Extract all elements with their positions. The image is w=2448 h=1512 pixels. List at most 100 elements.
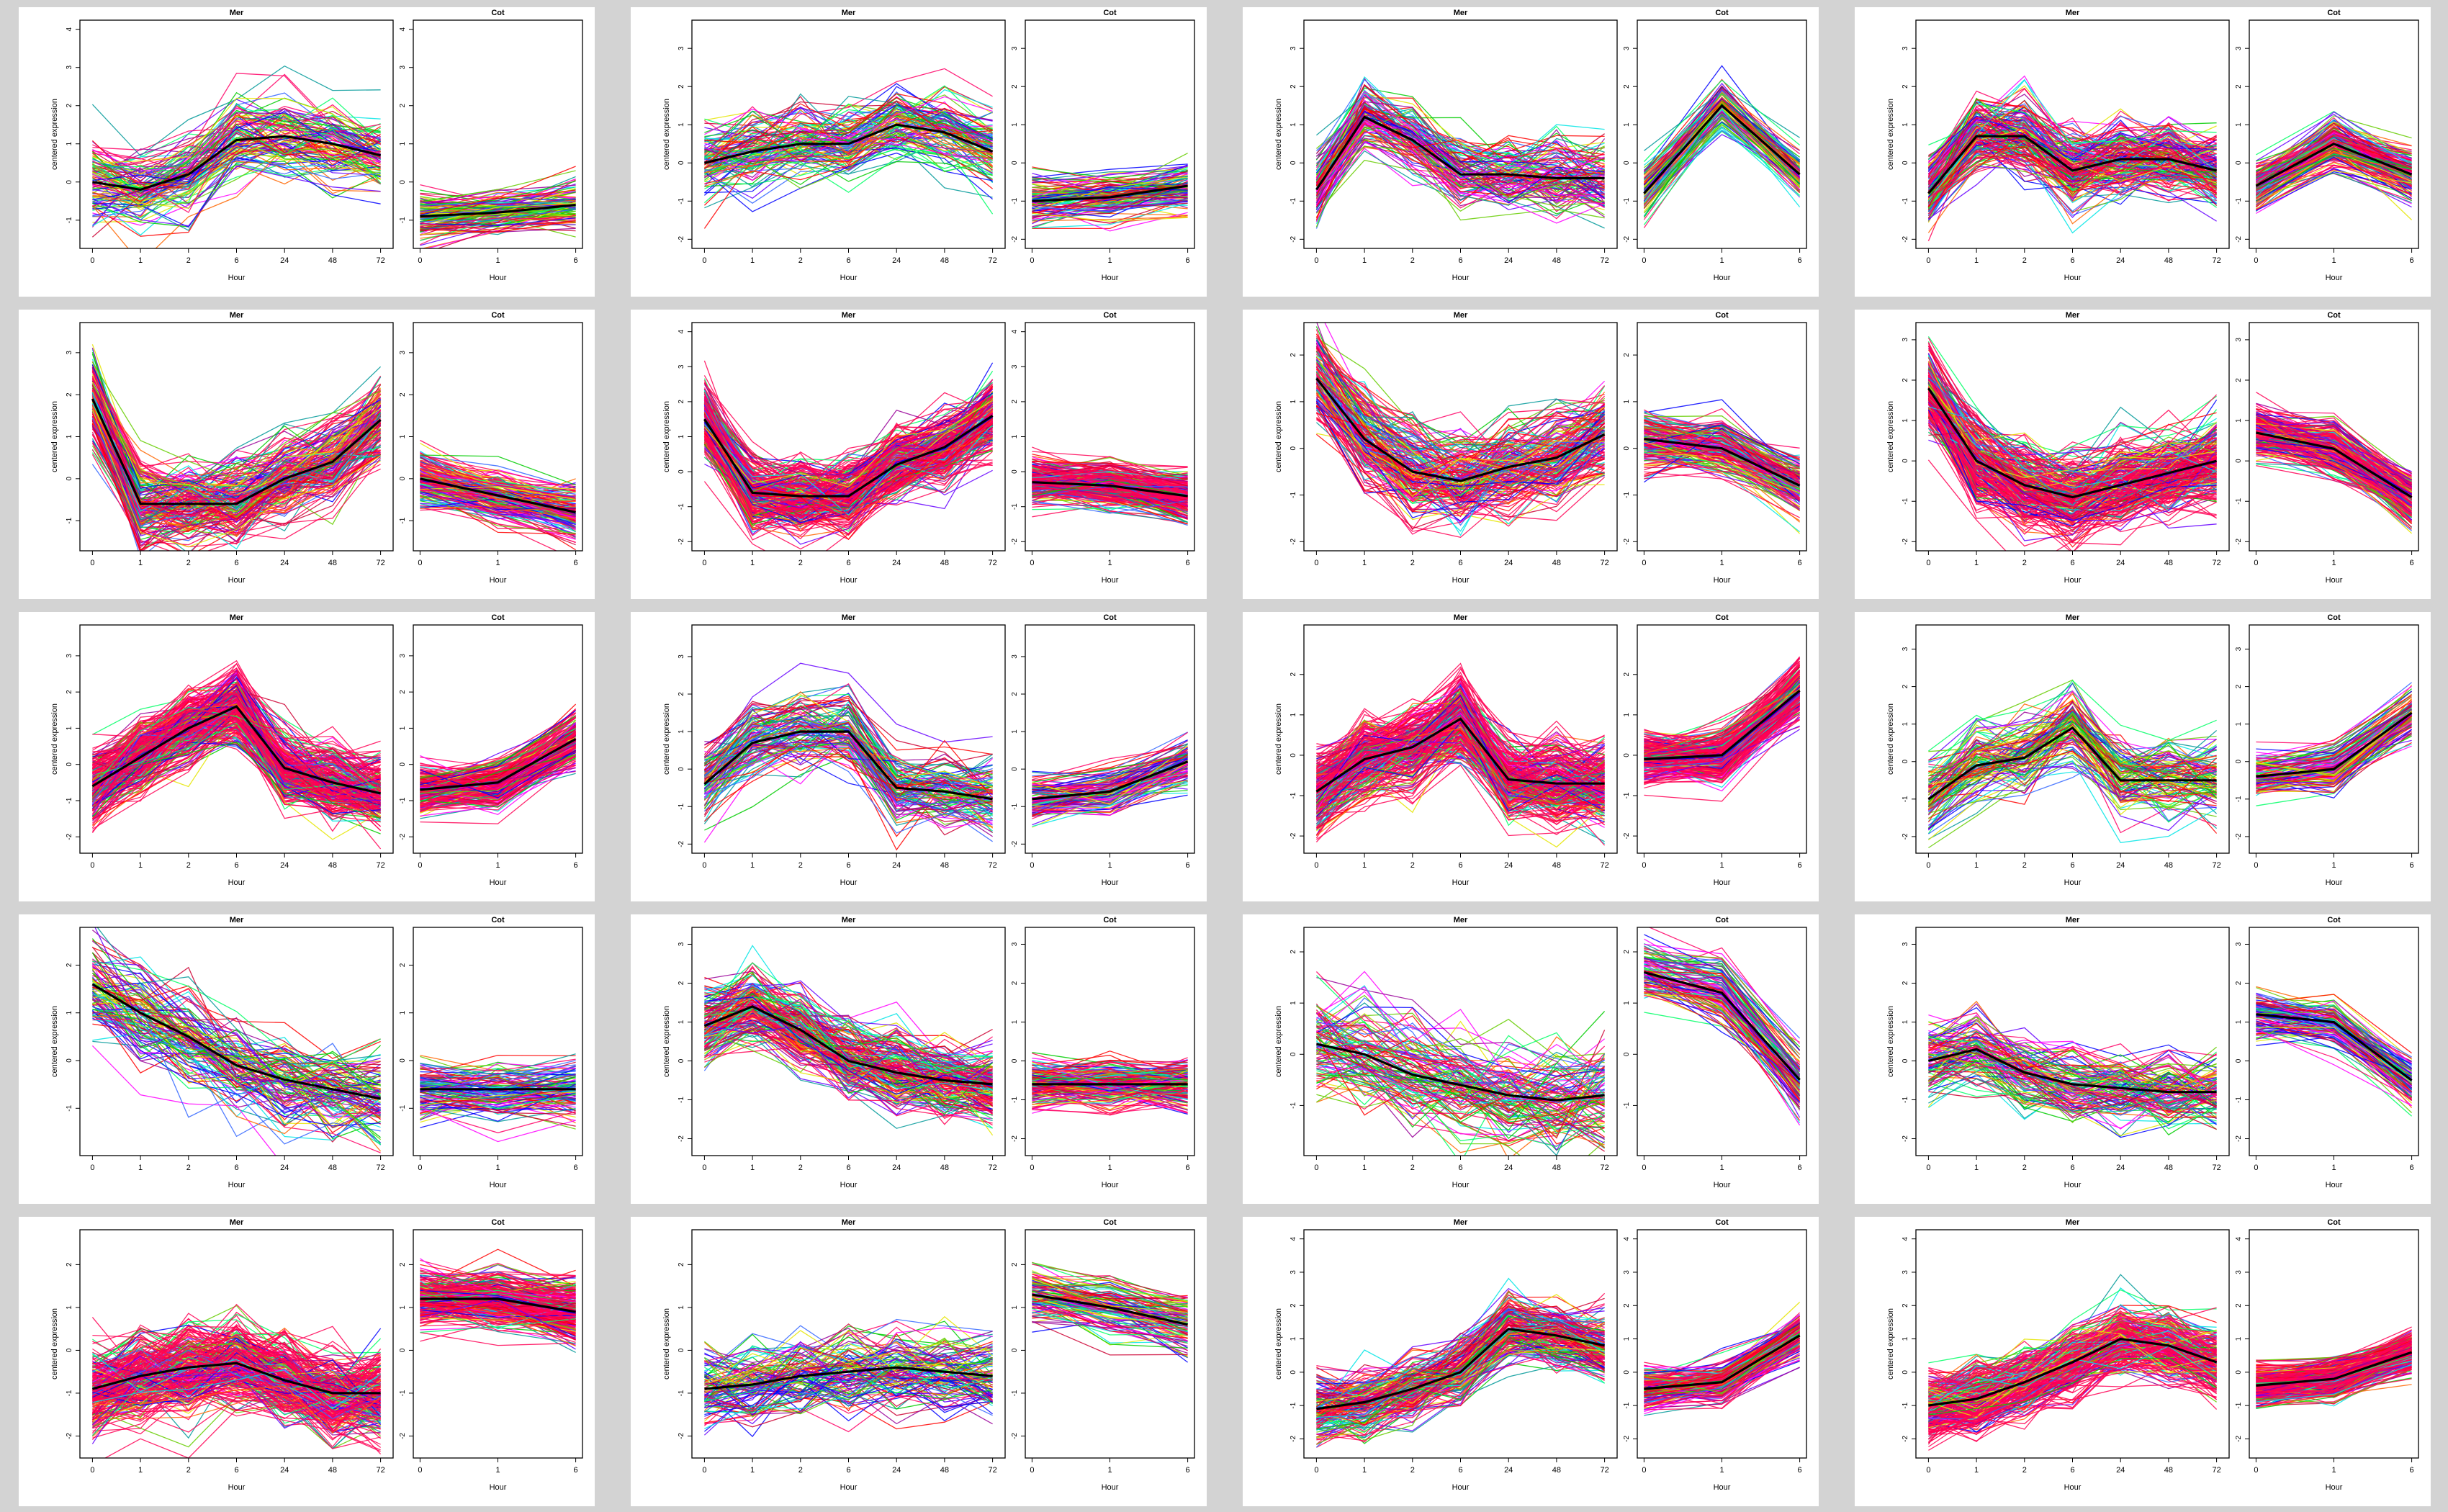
- x-tick-label: 6: [1458, 256, 1462, 265]
- x-tick-label: 6: [1458, 861, 1462, 870]
- gene-line: [1315, 145, 1605, 207]
- gene-line: [703, 734, 993, 811]
- gene-line: [1032, 751, 1188, 785]
- gene-line: [1315, 379, 1605, 483]
- cluster-panel: Mer 0 1 2 6 24 48 72 Hour -1 0 1 2 centered expressio…: [19, 914, 595, 1204]
- gene-line: [420, 184, 576, 206]
- gene-line: [1315, 78, 1605, 175]
- y-tick-label: -2: [2235, 538, 2243, 544]
- y-tick-label: -1: [1290, 492, 1297, 498]
- gene-line: [1644, 420, 1800, 467]
- x-axis-label: Hour: [228, 576, 246, 585]
- y-tick-label: 2: [66, 392, 73, 397]
- mer-gene-lines: [91, 344, 382, 551]
- gene-line: [92, 117, 381, 197]
- gene-line: [92, 670, 381, 791]
- y-tick-label: -1: [1623, 197, 1631, 204]
- gene-line: [1315, 92, 1605, 171]
- cot-mean-line: [420, 477, 576, 514]
- x-tick-label: 24: [1504, 861, 1513, 870]
- gene-line: [1315, 402, 1605, 486]
- gene-line: [420, 766, 576, 816]
- gene-line: [1644, 703, 1800, 747]
- y-axis-label: centered expression: [1886, 99, 1895, 170]
- gene-line: [1315, 95, 1605, 183]
- y-tick-label: 3: [1902, 46, 1909, 50]
- mer-mean-line: [92, 135, 381, 192]
- x-axis-label: Hour: [840, 576, 858, 585]
- cot-gene-lines: [1644, 399, 1801, 534]
- gene-line: [2256, 414, 2412, 481]
- y-tick-label: 3: [678, 364, 685, 369]
- cot-mean-line: [420, 738, 577, 791]
- y-axis-label: centered expression: [50, 703, 59, 775]
- gene-line: [420, 710, 576, 786]
- y-tick-label: 1: [1011, 434, 1019, 438]
- gene-line: [1927, 394, 2218, 513]
- x-tick-label: 0: [2254, 256, 2258, 265]
- gene-line: [704, 112, 993, 168]
- cluster-panel: Mer 0 1 2 6 24 48 72 Hour -1 0 1 2 3 centered expressi…: [19, 310, 595, 599]
- gene-line: [1032, 740, 1188, 814]
- x-tick-label: 1: [138, 559, 143, 567]
- gene-line: [92, 710, 381, 801]
- gene-line: [1644, 678, 1800, 755]
- gene-line: [2256, 436, 2412, 494]
- gene-line: [1927, 402, 2218, 522]
- gene-line: [1927, 119, 2217, 174]
- cot-gene-lines: [2255, 392, 2413, 534]
- mer-mean-line: [1315, 377, 1606, 482]
- x-tick-label: 1: [2331, 256, 2336, 265]
- gene-line: [2256, 708, 2412, 770]
- gene-line: [1032, 780, 1188, 827]
- gene-line: [91, 390, 381, 528]
- gene-line: [1644, 714, 1801, 802]
- gene-line: [1927, 391, 2217, 528]
- y-tick-label: -1: [1290, 197, 1297, 204]
- x-tick-label: 0: [1314, 861, 1318, 870]
- mer-gene-lines: [1927, 336, 2218, 551]
- gene-line: [91, 964, 381, 1119]
- x-tick-label: 72: [376, 256, 384, 265]
- gene-line: [704, 126, 993, 166]
- x-axis-label: Hour: [1452, 274, 1470, 282]
- y-tick-label: 2: [1902, 684, 1909, 688]
- x-axis-label: Hour: [1452, 576, 1470, 585]
- gene-line: [1644, 441, 1800, 494]
- cot-gene-lines: [1643, 65, 1801, 228]
- x-tick-label: 2: [1410, 861, 1415, 870]
- x-tick-label: 1: [1107, 861, 1112, 870]
- gene-line: [92, 144, 381, 217]
- gene-line: [703, 662, 993, 770]
- y-tick-label: 1: [66, 434, 73, 438]
- y-tick-label: 1: [399, 434, 407, 438]
- cot-plot-title: Cot: [491, 311, 505, 320]
- gene-line: [1032, 200, 1188, 229]
- gene-line: [704, 140, 993, 209]
- x-tick-label: 0: [90, 559, 94, 567]
- gene-line: [92, 129, 381, 203]
- mer-plot-title: Mer: [230, 613, 244, 622]
- gene-line: [703, 400, 993, 488]
- gene-line: [420, 485, 576, 498]
- gene-line: [1315, 123, 1605, 204]
- mer-gene-lines: [91, 927, 382, 1156]
- x-tick-label: 24: [280, 861, 289, 870]
- cot-gene-lines: [2256, 682, 2413, 806]
- gene-line: [1032, 472, 1188, 503]
- y-tick-label: 1: [1011, 122, 1019, 127]
- x-tick-label: 2: [2022, 861, 2027, 870]
- gene-line: [2255, 117, 2413, 197]
- cluster-panel: Mer 0 1 2 6 24 48 72 Hour -2 -1 0 1 2 3 centered expres…: [1855, 7, 2431, 297]
- gene-line: [1927, 722, 2217, 805]
- gene-line: [420, 756, 576, 810]
- gene-line: [91, 366, 382, 544]
- gene-line: [92, 148, 381, 207]
- x-axis-label: Hour: [1452, 878, 1470, 887]
- y-tick-label: 2: [399, 104, 407, 108]
- gene-line: [703, 395, 993, 519]
- gene-line: [92, 161, 381, 228]
